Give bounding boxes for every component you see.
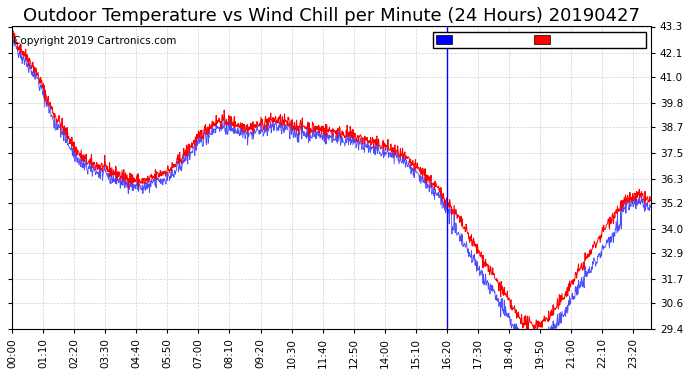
Title: Outdoor Temperature vs Wind Chill per Minute (24 Hours) 20190427: Outdoor Temperature vs Wind Chill per Mi… — [23, 7, 640, 25]
Legend: Wind Chill (°F), Temperature (°F): Wind Chill (°F), Temperature (°F) — [433, 32, 646, 48]
Text: Copyright 2019 Cartronics.com: Copyright 2019 Cartronics.com — [12, 36, 176, 46]
